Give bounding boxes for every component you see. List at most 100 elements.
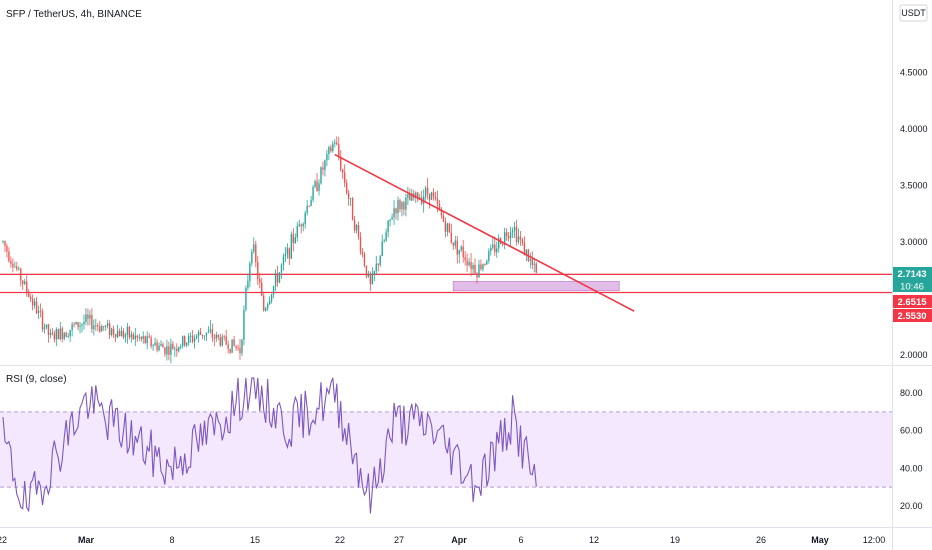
candle bbox=[193, 334, 196, 349]
candle bbox=[529, 252, 532, 269]
candle-body bbox=[18, 268, 20, 270]
candle-body bbox=[140, 337, 142, 339]
candle bbox=[185, 342, 188, 348]
candle bbox=[332, 140, 334, 153]
candle-body bbox=[81, 324, 83, 326]
candle bbox=[249, 261, 251, 288]
candle bbox=[268, 296, 271, 306]
currency-badge[interactable] bbox=[899, 4, 928, 22]
candle bbox=[302, 222, 304, 232]
candle bbox=[247, 274, 249, 291]
candle bbox=[274, 269, 277, 291]
candle bbox=[470, 253, 472, 277]
candle-body bbox=[521, 239, 524, 243]
support-level-label: 2.5530 bbox=[893, 309, 932, 322]
candle-body bbox=[533, 263, 535, 265]
candle bbox=[8, 247, 10, 263]
candle bbox=[225, 329, 227, 346]
candle-body bbox=[292, 234, 295, 244]
candle bbox=[91, 308, 93, 333]
candle bbox=[205, 332, 208, 342]
candle bbox=[391, 213, 393, 221]
candle-body bbox=[126, 326, 129, 335]
candle bbox=[37, 305, 40, 320]
candle bbox=[407, 186, 409, 205]
rsi-pane[interactable] bbox=[0, 377, 892, 514]
candle bbox=[263, 293, 265, 312]
candle bbox=[306, 200, 308, 216]
candle bbox=[106, 319, 109, 329]
candle-body bbox=[426, 187, 429, 194]
candle bbox=[515, 219, 518, 246]
candle bbox=[381, 234, 383, 257]
candle bbox=[195, 334, 198, 340]
time-tick-label: 12:00 bbox=[863, 535, 886, 545]
candle bbox=[97, 323, 99, 332]
candle bbox=[507, 231, 510, 242]
candle-body bbox=[67, 336, 69, 338]
candle bbox=[207, 326, 210, 334]
candle bbox=[375, 256, 377, 274]
rsi-axis[interactable]: 80.00 60.00 40.00 20.00 bbox=[900, 388, 923, 511]
candle bbox=[49, 328, 52, 339]
candle-body bbox=[103, 326, 105, 327]
candle-body bbox=[178, 346, 180, 352]
candle bbox=[505, 228, 508, 241]
candle bbox=[288, 247, 291, 265]
time-tick-label: 22 bbox=[335, 535, 345, 545]
candle-body bbox=[446, 223, 449, 232]
candle bbox=[130, 331, 133, 343]
candle bbox=[138, 333, 140, 341]
candle bbox=[6, 243, 8, 258]
candle-body bbox=[53, 334, 56, 340]
candle bbox=[308, 205, 310, 208]
candle-body bbox=[468, 262, 470, 266]
candle bbox=[241, 338, 243, 356]
candle-body bbox=[6, 245, 8, 252]
candle-body bbox=[284, 254, 287, 257]
candle bbox=[421, 190, 423, 206]
candle bbox=[503, 227, 506, 250]
candle-body bbox=[180, 346, 182, 347]
candle-body bbox=[24, 281, 26, 284]
candle bbox=[31, 294, 34, 311]
candle-body bbox=[464, 257, 466, 261]
price-tick-label: 3.5000 bbox=[900, 181, 928, 191]
candle-body bbox=[187, 335, 190, 343]
candle bbox=[219, 333, 221, 347]
candle-body bbox=[233, 339, 235, 346]
time-axis[interactable]: 22 Mar 8 15 22 27 Apr 6 12 19 26 May 12:00 bbox=[0, 535, 885, 545]
candle-body bbox=[47, 324, 50, 335]
candle bbox=[114, 333, 117, 342]
price-pane[interactable] bbox=[0, 136, 892, 364]
candle-body bbox=[22, 280, 24, 284]
candle bbox=[166, 339, 168, 361]
candle-body bbox=[166, 346, 168, 355]
candle-body bbox=[31, 298, 34, 306]
candle bbox=[45, 324, 48, 330]
candle bbox=[22, 280, 24, 290]
price-axis[interactable]: 4.5000 4.0000 3.5000 3.0000 2.0000 bbox=[900, 68, 928, 361]
candle-body bbox=[507, 235, 510, 239]
candle-body bbox=[525, 249, 528, 256]
candle-body bbox=[336, 142, 338, 145]
candle-body bbox=[195, 336, 198, 339]
candle bbox=[261, 277, 263, 297]
time-tick-label: 6 bbox=[518, 535, 523, 545]
candle bbox=[105, 324, 107, 331]
candle-body bbox=[134, 335, 137, 340]
candle bbox=[184, 335, 186, 348]
candle-body bbox=[509, 232, 512, 239]
candle bbox=[69, 329, 71, 342]
candle-body bbox=[432, 192, 435, 197]
candle bbox=[178, 346, 180, 353]
candle-body bbox=[193, 338, 196, 342]
candle-body bbox=[320, 167, 322, 184]
candle-body bbox=[108, 323, 111, 336]
candle bbox=[187, 333, 190, 346]
candle bbox=[148, 333, 150, 339]
candle bbox=[442, 212, 445, 223]
candle bbox=[2, 240, 4, 244]
candle-body bbox=[189, 335, 192, 337]
